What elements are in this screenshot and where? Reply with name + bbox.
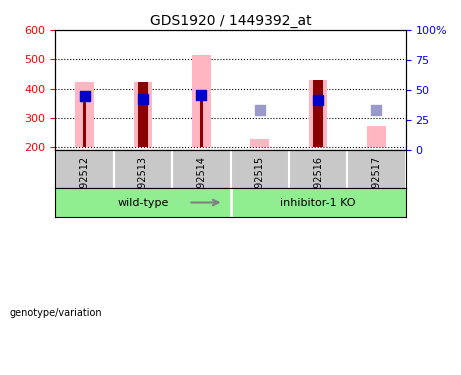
Bar	[250, 139, 269, 147]
Point	[373, 106, 380, 112]
Text: GSM92517: GSM92517	[372, 156, 382, 209]
Point	[314, 97, 322, 103]
Point	[256, 106, 263, 112]
Text: GSM92515: GSM92515	[254, 156, 265, 209]
Point	[139, 96, 147, 102]
Title: GDS1920 / 1449392_at: GDS1920 / 1449392_at	[150, 13, 311, 28]
Bar	[367, 126, 386, 147]
Point	[198, 92, 205, 98]
Point	[81, 93, 88, 99]
Text: wild-type: wild-type	[117, 198, 169, 207]
Bar	[313, 80, 323, 147]
Text: GSM92512: GSM92512	[79, 156, 89, 209]
Text: GSM92514: GSM92514	[196, 156, 207, 209]
Text: GSM92513: GSM92513	[138, 156, 148, 209]
Bar	[309, 80, 327, 147]
Bar	[83, 96, 86, 147]
Text: inhibitor-1 KO: inhibitor-1 KO	[280, 198, 356, 207]
Text: genotype/variation: genotype/variation	[9, 308, 102, 318]
Bar	[200, 96, 203, 147]
Bar	[134, 82, 152, 147]
Point	[81, 93, 88, 99]
Bar	[192, 55, 211, 147]
Bar	[75, 82, 94, 147]
Text: GSM92516: GSM92516	[313, 156, 323, 209]
Bar	[138, 82, 148, 147]
